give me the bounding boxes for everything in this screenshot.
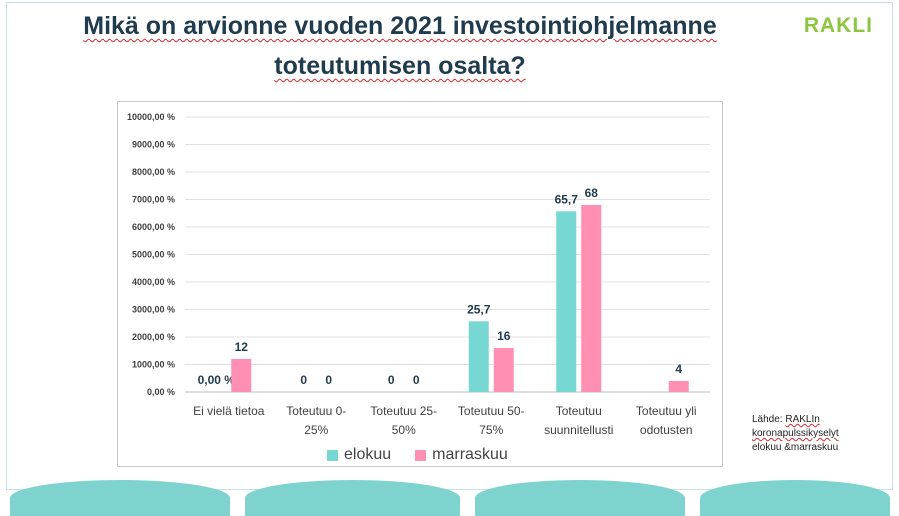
title-line-2: toteutumisen osalta? bbox=[274, 52, 526, 80]
source-line-2: koronapulssikyselyt bbox=[752, 428, 839, 439]
data-label-marraskuu: 16 bbox=[497, 329, 511, 343]
y-tick-label: 2000,00 % bbox=[132, 332, 175, 342]
y-tick-label: 6000,00 % bbox=[132, 222, 175, 232]
data-label-marraskuu: 0 bbox=[413, 373, 420, 387]
chart-legend: elokuu marraskuu bbox=[327, 446, 508, 464]
source-rakli-word: RAKLIn bbox=[785, 414, 820, 425]
chart-area: 0,00 % 1000,00 % 2000,00 % 3000,00 % 4000,00… bbox=[117, 101, 723, 467]
decor-wave-4 bbox=[700, 480, 890, 516]
data-label-marraskuu: 68 bbox=[585, 186, 599, 200]
bar-chart: 0,00 %1000,00 %2000,00 %3000,00 %4000,00… bbox=[127, 112, 710, 437]
bar-elokuu bbox=[468, 321, 489, 392]
y-tick-label: 9000,00 % bbox=[132, 140, 175, 150]
y-tick-label: 0,00 % bbox=[147, 387, 175, 397]
source-line-3: elokuu &marraskuu bbox=[752, 442, 839, 453]
bar-marraskuu bbox=[231, 359, 252, 392]
data-label-marraskuu: 4 bbox=[675, 362, 682, 376]
legend-item-marraskuu: marraskuu bbox=[415, 446, 508, 464]
decor-wave-3 bbox=[475, 480, 685, 516]
y-tick-label: 10000,00 % bbox=[127, 112, 175, 122]
bar-marraskuu bbox=[668, 381, 689, 392]
slide-title: Mikä on arvionne vuoden 2021 investointi… bbox=[40, 6, 760, 86]
y-tick-label: 8000,00 % bbox=[132, 167, 175, 177]
x-tick-label: suunnitellusti bbox=[544, 423, 613, 437]
rakli-logo: RAKLI bbox=[803, 14, 873, 37]
data-label-marraskuu: 12 bbox=[235, 340, 249, 354]
x-tick-label: odotusten bbox=[640, 423, 693, 437]
x-tick-label: Toteutuu 0- bbox=[286, 404, 346, 418]
source-note: Lähde: RAKLIn koronapulssikyselyt elokuu… bbox=[752, 413, 872, 455]
bar-elokuu bbox=[556, 211, 577, 392]
x-tick-label: Toteutuu 25- bbox=[370, 404, 437, 418]
decor-wave-2 bbox=[245, 480, 460, 516]
y-tick-label: 4000,00 % bbox=[132, 277, 175, 287]
data-label-elokuu: 0 bbox=[388, 373, 395, 387]
x-tick-label: 50% bbox=[392, 423, 416, 437]
x-tick-label: 25% bbox=[304, 423, 328, 437]
data-label-elokuu: 65,7 bbox=[555, 192, 579, 206]
decor-wave-1 bbox=[10, 480, 230, 516]
x-tick-label: Toteutuu yli bbox=[636, 404, 697, 418]
title-line-1: Mikä on arvionne vuoden 2021 investointi… bbox=[83, 12, 717, 40]
source-line-1: Lähde: RAKLIn bbox=[752, 413, 872, 427]
source-prefix: Lähde: RAKLIn bbox=[752, 414, 820, 425]
bar-marraskuu bbox=[493, 348, 514, 392]
y-tick-label: 1000,00 % bbox=[132, 360, 175, 370]
bar-marraskuu bbox=[581, 205, 602, 392]
legend-label-marraskuu: marraskuu bbox=[432, 446, 508, 463]
data-label-elokuu: 0,00 % bbox=[198, 373, 236, 387]
legend-swatch-marraskuu bbox=[415, 449, 427, 461]
x-tick-label: 75% bbox=[479, 423, 503, 437]
y-tick-label: 3000,00 % bbox=[132, 305, 175, 315]
y-tick-label: 7000,00 % bbox=[132, 195, 175, 205]
data-label-elokuu: 0 bbox=[300, 373, 307, 387]
y-tick-label: 5000,00 % bbox=[132, 250, 175, 260]
legend-swatch-elokuu bbox=[327, 449, 338, 461]
data-label-marraskuu: 0 bbox=[325, 373, 332, 387]
legend-item-elokuu: elokuu bbox=[327, 446, 391, 464]
legend-label-elokuu: elokuu bbox=[344, 446, 392, 463]
x-tick-label: Toteutuu 50- bbox=[458, 404, 525, 418]
x-tick-label: Ei vielä tietoa bbox=[193, 404, 265, 418]
data-label-elokuu: 25,7 bbox=[467, 302, 491, 316]
x-tick-label: Toteutuu bbox=[556, 404, 602, 418]
